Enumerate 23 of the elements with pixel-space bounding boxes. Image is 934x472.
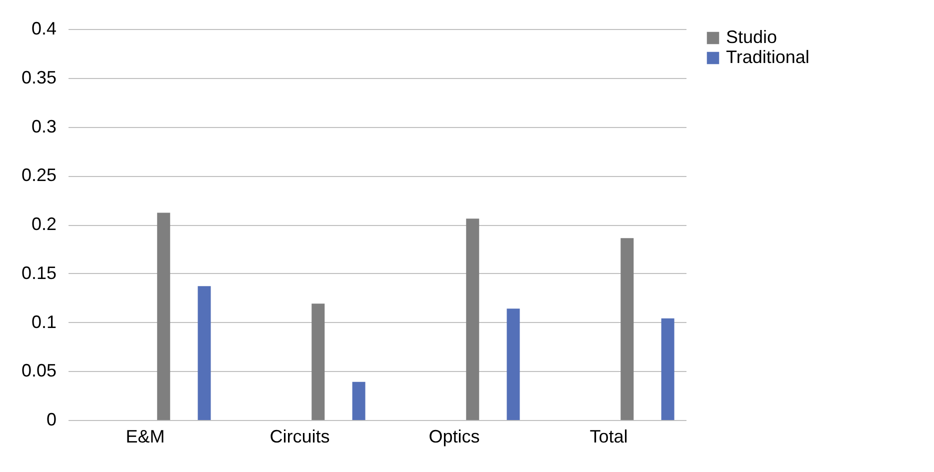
y-tick-label: 0.4	[31, 18, 56, 38]
x-tick-label: Optics	[428, 426, 480, 446]
bar	[312, 304, 325, 420]
bar	[157, 212, 170, 420]
y-tick-label: 0.3	[31, 116, 56, 136]
bar	[352, 382, 366, 420]
y-tick-label: 0.15	[21, 262, 56, 283]
y-tick-label: 0.25	[21, 165, 56, 186]
bar	[620, 238, 634, 420]
bar	[506, 308, 520, 420]
y-tick-label: 0.35	[21, 67, 56, 88]
bar	[466, 218, 480, 420]
y-tick-label: 0.1	[31, 312, 56, 332]
y-tick-label: 0.05	[21, 360, 56, 381]
x-tick-label: E&M	[126, 426, 165, 446]
bar	[198, 286, 211, 420]
legend-label: Traditional	[726, 47, 810, 67]
y-tick-label: 0.2	[31, 214, 56, 234]
legend-label: Studio	[726, 27, 778, 47]
bar	[661, 318, 674, 420]
y-tick-label: 0	[46, 410, 56, 430]
x-tick-label: Circuits	[270, 426, 330, 446]
x-tick-label: Total	[590, 426, 628, 446]
